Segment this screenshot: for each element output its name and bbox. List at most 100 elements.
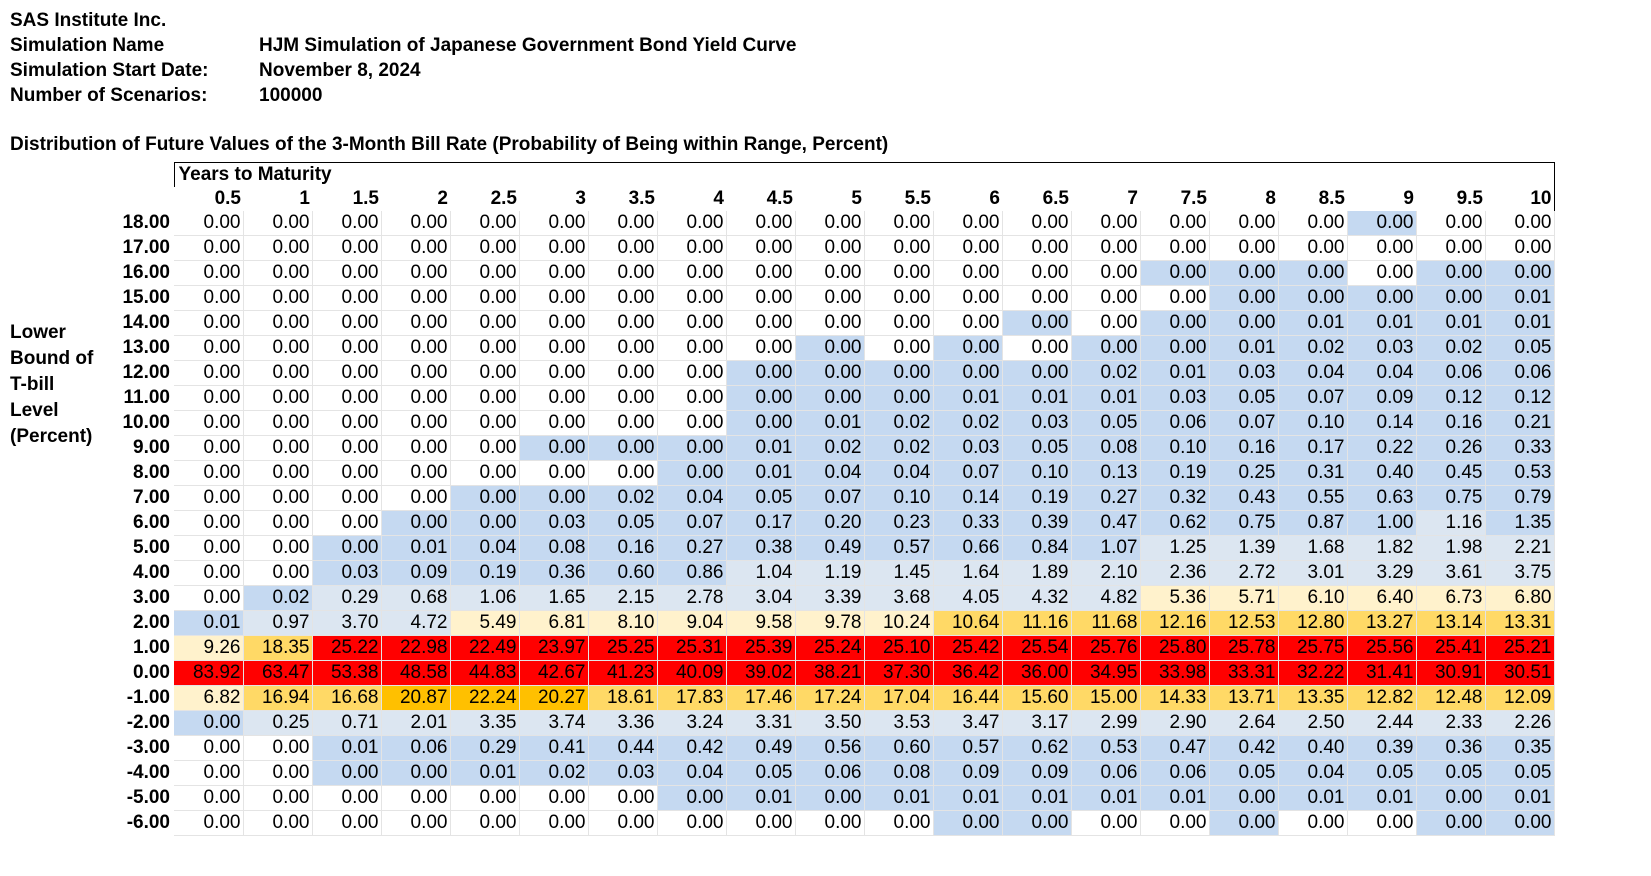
heatmap-cell: 0.00 bbox=[243, 535, 313, 561]
sim-name-label: Simulation Name bbox=[10, 35, 165, 56]
heatmap-cell: 13.35 bbox=[1278, 685, 1348, 711]
heatmap-cell: 0.00 bbox=[174, 785, 244, 811]
table-row: 13.00 0.00 0.00 0.00 0.00 0.00 0.00 0.00 0.00 0.0… bbox=[110, 335, 1555, 361]
heatmap-cell: 0.01 bbox=[1071, 785, 1141, 811]
heatmap-cell: 0.00 bbox=[1002, 211, 1072, 236]
heatmap-cell: 0.00 bbox=[450, 510, 520, 536]
table-row: 2.00 0.01 0.97 3.70 4.72 5.49 6.81 8.10 9.04 9.58… bbox=[110, 610, 1555, 636]
heatmap-cell: 0.84 bbox=[1002, 535, 1072, 561]
heatmap-cell: 22.24 bbox=[450, 685, 520, 711]
heatmap-cell: 0.05 bbox=[1347, 760, 1417, 786]
heatmap-cell: 0.00 bbox=[1416, 260, 1486, 286]
heatmap-cell: 40.09 bbox=[657, 660, 727, 686]
row-header: 0.00 bbox=[133, 662, 170, 683]
heatmap-cell: 25.22 bbox=[312, 635, 382, 661]
heatmap-cell: 36.00 bbox=[1002, 660, 1072, 686]
heatmap-cell: 0.29 bbox=[450, 735, 520, 761]
heatmap-cell: 0.00 bbox=[243, 235, 313, 261]
heatmap-cell: 0.01 bbox=[450, 760, 520, 786]
heatmap-cell: 0.04 bbox=[657, 485, 727, 511]
heatmap-cell: 0.53 bbox=[1071, 735, 1141, 761]
heatmap-cell: 0.22 bbox=[1347, 435, 1417, 461]
heatmap-cell: 0.00 bbox=[519, 435, 589, 461]
table-row: 11.00 0.00 0.00 0.00 0.00 0.00 0.00 0.00 0.00 0.0… bbox=[110, 385, 1555, 411]
heatmap-cell: 1.16 bbox=[1416, 510, 1486, 536]
heatmap-cell: 32.22 bbox=[1278, 660, 1348, 686]
table-row: 7.00 0.00 0.00 0.00 0.00 0.00 0.00 0.02 0.04 0.05… bbox=[110, 485, 1555, 511]
heatmap-cell: 23.97 bbox=[519, 635, 589, 661]
heatmap-cell: 3.04 bbox=[726, 585, 796, 611]
heatmap-cell: 0.00 bbox=[1002, 260, 1072, 286]
heatmap-cell: 0.00 bbox=[519, 260, 589, 286]
heatmap-cell: 6.80 bbox=[1485, 585, 1555, 611]
heatmap-cell: 0.00 bbox=[933, 310, 1003, 336]
heatmap-cell: 0.00 bbox=[657, 285, 727, 311]
heatmap-cell: 18.35 bbox=[243, 635, 313, 661]
heatmap-cell: 0.00 bbox=[933, 360, 1003, 386]
column-header: 6 bbox=[989, 188, 1000, 209]
heatmap-cell: 0.57 bbox=[864, 535, 934, 561]
heatmap-cell: 0.00 bbox=[933, 260, 1003, 286]
heatmap-cell: 0.00 bbox=[1071, 810, 1141, 836]
heatmap-cell: 0.00 bbox=[312, 260, 382, 286]
heatmap-cell: 25.41 bbox=[1416, 635, 1486, 661]
heatmap-cell: 0.09 bbox=[381, 560, 451, 586]
heatmap-cell: 0.01 bbox=[933, 385, 1003, 411]
heatmap-cell: 0.00 bbox=[450, 211, 520, 236]
heatmap-cell: 0.00 bbox=[1002, 360, 1072, 386]
heatmap-cell: 33.31 bbox=[1209, 660, 1279, 686]
heatmap-cell: 0.00 bbox=[312, 360, 382, 386]
heatmap-cell: 0.00 bbox=[588, 310, 658, 336]
heatmap-cell: 0.04 bbox=[795, 460, 865, 486]
heatmap-cell: 0.05 bbox=[1002, 435, 1072, 461]
heatmap-cell: 0.00 bbox=[933, 235, 1003, 261]
heatmap-cell: 0.00 bbox=[864, 385, 934, 411]
heatmap-cell: 0.03 bbox=[1347, 335, 1417, 361]
table-row: 17.00 0.00 0.00 0.00 0.00 0.00 0.00 0.00 0.00 0.0… bbox=[110, 235, 1555, 261]
row-axis-label-line: (Percent) bbox=[10, 426, 93, 447]
chart-title: Distribution of Future Values of the 3-M… bbox=[10, 134, 889, 155]
heatmap-cell: 1.65 bbox=[519, 585, 589, 611]
heatmap-cell: 16.68 bbox=[312, 685, 382, 711]
heatmap-cell: 0.00 bbox=[174, 585, 244, 611]
heatmap-cell: 0.00 bbox=[933, 810, 1003, 836]
row-header: 16.00 bbox=[122, 262, 170, 283]
row-axis-label-line: Lower bbox=[10, 322, 66, 343]
heatmap-cell: 0.00 bbox=[588, 260, 658, 286]
heatmap-cell: 0.00 bbox=[588, 235, 658, 261]
heatmap-cell: 1.45 bbox=[864, 560, 934, 586]
row-header: 18.00 bbox=[122, 212, 170, 234]
heatmap-cell: 0.00 bbox=[312, 785, 382, 811]
heatmap-cell: 0.01 bbox=[726, 435, 796, 461]
heatmap-cell: 0.00 bbox=[1071, 260, 1141, 286]
column-header: 5.5 bbox=[904, 188, 931, 209]
heatmap-cell: 2.78 bbox=[657, 585, 727, 611]
heatmap-cell: 0.02 bbox=[588, 485, 658, 511]
heatmap-cell: 0.57 bbox=[933, 735, 1003, 761]
heatmap-cell: 0.16 bbox=[1416, 410, 1486, 436]
row-axis-label: Lower Bound of T-bill Level (Percent) bbox=[10, 320, 93, 450]
heatmap-cell: 0.40 bbox=[1347, 460, 1417, 486]
heatmap-cell: 0.01 bbox=[1485, 285, 1555, 311]
heatmap-cell: 0.07 bbox=[795, 485, 865, 511]
column-header: 3 bbox=[575, 188, 586, 209]
heatmap-cell: 0.03 bbox=[1002, 410, 1072, 436]
row-axis-label-line: Level bbox=[10, 400, 59, 421]
heatmap-cell: 0.00 bbox=[312, 485, 382, 511]
heatmap-cell: 5.36 bbox=[1140, 585, 1210, 611]
heatmap-cell: 2.99 bbox=[1071, 710, 1141, 736]
heatmap-cell: 0.00 bbox=[588, 785, 658, 811]
heatmap-cell: 0.00 bbox=[1485, 260, 1555, 286]
heatmap-cell: 0.00 bbox=[312, 535, 382, 561]
heatmap-cell: 34.95 bbox=[1071, 660, 1141, 686]
heatmap-cell: 0.06 bbox=[1485, 360, 1555, 386]
heatmap-cell: 6.82 bbox=[174, 685, 244, 711]
heatmap-cell: 0.03 bbox=[519, 510, 589, 536]
table-row: 16.00 0.00 0.00 0.00 0.00 0.00 0.00 0.00 0.00 0.0… bbox=[110, 260, 1555, 286]
heatmap-cell: 1.68 bbox=[1278, 535, 1348, 561]
heatmap-cell: 0.00 bbox=[1140, 310, 1210, 336]
heatmap-cell: 0.01 bbox=[933, 785, 1003, 811]
heatmap-cell: 0.01 bbox=[1002, 385, 1072, 411]
heatmap-cell: 1.39 bbox=[1209, 535, 1279, 561]
heatmap-cell: 0.00 bbox=[174, 360, 244, 386]
